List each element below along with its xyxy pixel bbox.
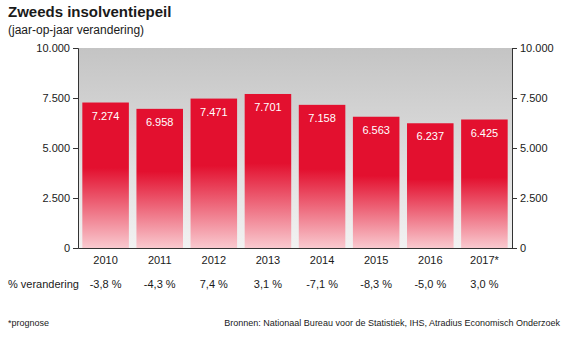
tick-mark: [73, 98, 78, 99]
bar: [136, 109, 183, 248]
tick-label: 2017*: [470, 254, 499, 266]
tick: 2010: [93, 248, 117, 266]
change-label: 7,4 %: [200, 278, 228, 290]
tick-label: 7.500: [520, 92, 548, 104]
axis-line: [79, 248, 513, 249]
tick: 5.000: [512, 142, 548, 154]
tick-label: 2.500: [520, 192, 548, 204]
tick-label: 2011: [148, 254, 172, 266]
change-label: 3,0 %: [470, 278, 498, 290]
tick: 2015: [364, 248, 388, 266]
bar: [353, 117, 400, 248]
tick-mark: [73, 248, 78, 249]
y-axis: 0 2.500 5.000 7.500 10.000: [36, 42, 78, 254]
tick-label: 2012: [202, 254, 226, 266]
tick-mark: [512, 48, 517, 49]
chart: Zweeds insolventiepeil (jaar-op-jaar vera…: [0, 0, 567, 340]
tick: 2012: [202, 248, 226, 266]
tick-label: 0: [520, 242, 526, 254]
bar: [82, 103, 129, 248]
bar: [299, 105, 346, 248]
data-label: 6.563: [362, 124, 390, 136]
y2-axis: 0 2.500 5.000 7.500 10.000: [512, 42, 554, 254]
tick: 10.000: [36, 42, 78, 54]
source: Bronnen: Nationaal Bureau voor de Statis…: [224, 318, 560, 328]
tick-mark: [512, 198, 517, 199]
change-label: -8,3 %: [360, 278, 392, 290]
change-row: -3,8 % -4,3 % 7,4 % 3,1 % -7,1 % -8,3 % -5,0 %…: [90, 278, 499, 290]
tick: 5.000: [42, 142, 78, 154]
change-label: 3,1 %: [254, 278, 282, 290]
tick: 0: [512, 242, 526, 254]
data-label: 6.958: [146, 116, 174, 128]
bars: [82, 94, 507, 248]
tick-mark: [512, 248, 517, 249]
tick: 2014: [310, 248, 334, 266]
data-label: 7.701: [254, 101, 282, 113]
bar: [245, 94, 292, 248]
plot: 7.274 6.958 7.471 7.701 7.158 6.563 6.237 6.425…: [8, 42, 554, 290]
axis-line: [73, 49, 79, 249]
data-label: 6.237: [417, 130, 445, 142]
data-labels: 7.274 6.958 7.471 7.701 7.158 6.563 6.237 6.425: [92, 101, 498, 142]
change-label: -7,1 %: [306, 278, 338, 290]
tick-mark: [73, 48, 78, 49]
tick-label: 7.500: [42, 92, 70, 104]
data-label: 7.471: [200, 106, 228, 118]
bar: [191, 99, 238, 248]
tick: 2017*: [470, 248, 499, 266]
tick-label: 10.000: [520, 42, 554, 54]
tick-mark: [73, 198, 78, 199]
tick-label: 5.000: [42, 142, 70, 154]
row-title: % verandering: [8, 278, 79, 290]
tick-mark: [512, 148, 517, 149]
tick: 0: [64, 242, 78, 254]
tick-mark: [512, 98, 517, 99]
tick-label: 2015: [364, 254, 388, 266]
data-label: 7.158: [308, 112, 336, 124]
tick: 2016: [418, 248, 442, 266]
change-label: -5,0 %: [414, 278, 446, 290]
tick-label: 10.000: [36, 42, 70, 54]
tick-label: 2013: [256, 254, 280, 266]
tick-label: 0: [64, 242, 70, 254]
tick-label: 5.000: [520, 142, 548, 154]
tick: 2.500: [512, 192, 548, 204]
tick: 2013: [256, 248, 280, 266]
tick-label: 2.500: [42, 192, 70, 204]
bar: [407, 123, 454, 248]
tick: 10.000: [512, 42, 554, 54]
tick-label: 2016: [418, 254, 442, 266]
data-label: 6.425: [471, 127, 499, 139]
data-label: 7.274: [92, 110, 120, 122]
tick: 2011: [148, 248, 172, 266]
tick-mark: [73, 148, 78, 149]
tick-label: 2014: [310, 254, 334, 266]
subtitle: (jaar-op-jaar verandering): [8, 23, 144, 37]
tick: 2.500: [42, 192, 78, 204]
plot-background: [78, 48, 512, 248]
change-label: -4,3 %: [144, 278, 176, 290]
title: Zweeds insolventiepeil: [8, 3, 171, 20]
tick: 7.500: [42, 92, 78, 104]
tick-label: 2010: [93, 254, 117, 266]
footnote: *prognose: [8, 318, 49, 328]
axis-line: [513, 49, 518, 249]
change-label: -3,8 %: [90, 278, 122, 290]
tick: 7.500: [512, 92, 548, 104]
bar: [461, 120, 508, 249]
x-axis: 2010 2011 2012 2013 2014 2015 2016 2017*: [79, 248, 513, 266]
